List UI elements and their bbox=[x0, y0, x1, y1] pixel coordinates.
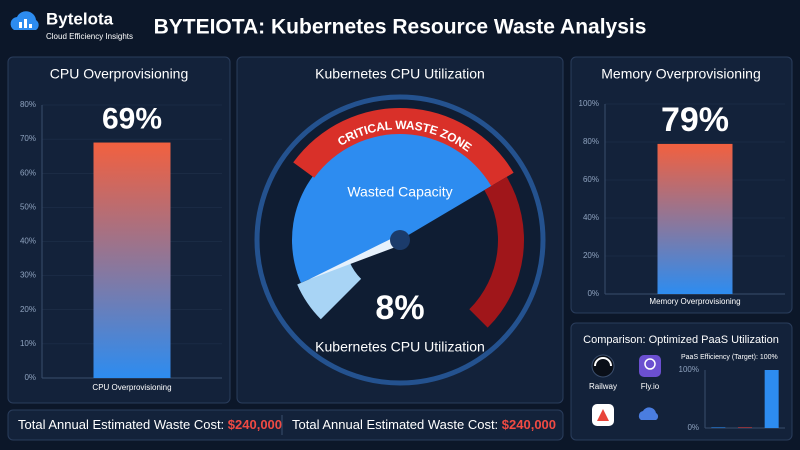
logo bbox=[10, 11, 39, 30]
panel bbox=[570, 322, 793, 441]
footer-item: Total Annual Estimated Waste Cost: $240,… bbox=[292, 417, 556, 432]
chart-title: Memory Overprovisioning bbox=[601, 66, 761, 82]
footer-label: Total Annual Estimated Waste Cost: bbox=[18, 417, 224, 432]
footer-value: $240,000 bbox=[228, 417, 282, 432]
y-tick-label: 20% bbox=[20, 305, 36, 314]
x-tick-label: CPU Overprovisioning bbox=[92, 383, 171, 392]
page-title: BYTEIOTA: Kubernetes Resource Waste Anal… bbox=[154, 16, 647, 39]
chart-subtitle: PaaS Efficiency (Target): 100% bbox=[681, 354, 778, 361]
footer-value: $240,000 bbox=[502, 417, 556, 432]
y-tick-label: 60% bbox=[20, 168, 36, 177]
y-tick-label: 40% bbox=[583, 213, 599, 222]
y-tick-label: 80% bbox=[20, 100, 36, 109]
value-label: 8% bbox=[375, 289, 424, 327]
bar bbox=[738, 427, 752, 428]
wasted-sector bbox=[292, 131, 493, 283]
chart-title: Kubernetes CPU Utilization bbox=[315, 66, 485, 82]
bar bbox=[93, 142, 171, 378]
y-tick-label: 100% bbox=[579, 99, 599, 108]
gauge-label: Kubernetes CPU Utilization bbox=[315, 339, 485, 355]
bar bbox=[764, 370, 779, 428]
used-wedge bbox=[297, 261, 362, 320]
provider-label: Railway bbox=[589, 382, 617, 391]
high-band bbox=[469, 176, 524, 328]
footer-item: Total Annual Estimated Waste Cost: $240,… bbox=[18, 417, 282, 432]
bar bbox=[657, 143, 733, 294]
y-tick-label: 0% bbox=[687, 423, 699, 432]
provider-label: Fly.io bbox=[641, 382, 660, 391]
chart-title: CPU Overprovisioning bbox=[50, 66, 189, 82]
value-label: 79% bbox=[661, 101, 729, 139]
y-tick-label: 80% bbox=[583, 137, 599, 146]
tagline: Cloud Efficiency Insights bbox=[46, 32, 133, 41]
y-tick-label: 10% bbox=[20, 339, 36, 348]
y-tick-label: 70% bbox=[20, 134, 36, 143]
y-tick-label: 100% bbox=[679, 365, 699, 374]
y-tick-label: 60% bbox=[583, 175, 599, 184]
y-tick-label: 0% bbox=[587, 289, 599, 298]
y-tick-label: 30% bbox=[20, 271, 36, 280]
y-tick-label: 0% bbox=[24, 373, 36, 382]
footer-label: Total Annual Estimated Waste Cost: bbox=[292, 417, 498, 432]
x-tick-label: Memory Overprovisioning bbox=[649, 297, 740, 306]
brand: Bytelota bbox=[46, 9, 114, 28]
needle-pivot bbox=[390, 230, 410, 250]
annotation: Wasted Capacity bbox=[347, 184, 452, 200]
bar bbox=[711, 427, 726, 428]
y-tick-label: 20% bbox=[583, 251, 599, 260]
y-tick-label: 50% bbox=[20, 202, 36, 211]
critical-band bbox=[293, 108, 514, 187]
footer-panel bbox=[7, 409, 564, 441]
chart-title: Comparison: Optimized PaaS Utilization bbox=[583, 334, 779, 346]
provider-icons bbox=[591, 354, 661, 426]
value-label: 69% bbox=[102, 102, 162, 135]
y-tick-label: 40% bbox=[20, 237, 36, 246]
needle bbox=[308, 235, 402, 280]
